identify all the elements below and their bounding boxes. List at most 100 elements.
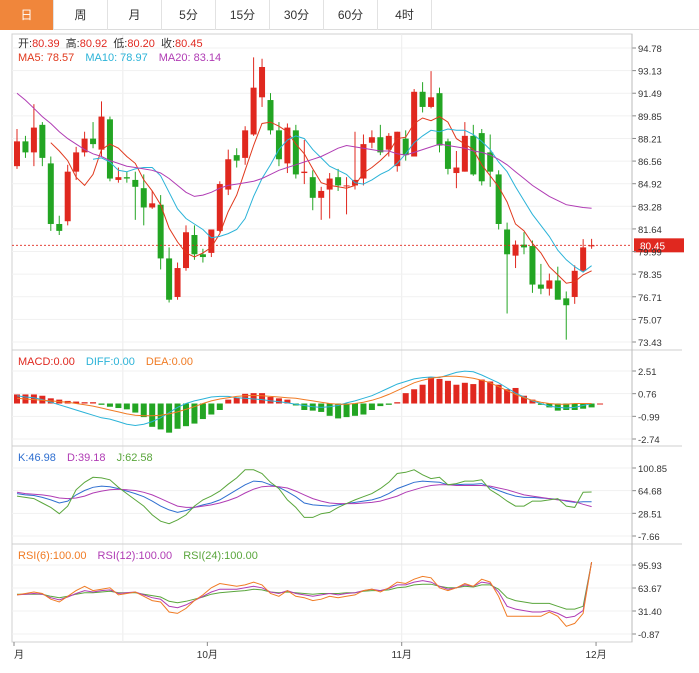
- candle-body: [385, 135, 392, 150]
- macd-bar: [140, 403, 147, 418]
- candle-body: [191, 235, 198, 255]
- candle-body: [326, 178, 333, 190]
- candle-body: [140, 188, 147, 208]
- macd-bar: [478, 379, 485, 404]
- macd-bar: [157, 403, 164, 430]
- y-tick-label: 100.85: [638, 464, 667, 475]
- chart-marks: 80.45: [12, 57, 684, 627]
- candle-body: [216, 184, 223, 231]
- macd-bar: [225, 399, 232, 404]
- macd-bar: [183, 403, 189, 427]
- candle-body: [402, 138, 409, 156]
- candle-body: [81, 138, 88, 153]
- y-tick-label: 95.93: [638, 561, 662, 572]
- y-tick-label: 28.51: [638, 509, 662, 520]
- macd-bar: [360, 403, 367, 415]
- ohlc-legend: 开:80.39 高:80.92 低:80.20 收:80.45: [18, 36, 203, 50]
- candle-body: [64, 171, 71, 222]
- x-tick-label: 10月: [197, 649, 218, 661]
- candle-body: [588, 245, 595, 247]
- candle-body: [504, 229, 511, 255]
- candle-body: [250, 87, 257, 135]
- candle-body: [495, 174, 502, 224]
- macd-bar: [191, 403, 198, 424]
- macd-bar: [571, 403, 578, 410]
- macd-bar: [436, 378, 443, 404]
- candle-body: [292, 130, 299, 175]
- macd-bar: [461, 382, 468, 404]
- tab-3[interactable]: 5分: [162, 0, 216, 30]
- macd-bar: [98, 403, 105, 405]
- y-tick-label: 86.56: [638, 157, 662, 168]
- x-tick-label: 月: [14, 649, 24, 661]
- macd-bar: [521, 395, 527, 404]
- kline-chart: 80.45 94.78 93.13 91.49 89.85 88.21 86.56 84.9…: [11, 33, 684, 661]
- macd-bar: [250, 393, 257, 404]
- candle-body: [343, 185, 350, 187]
- macd-bar: [487, 381, 494, 404]
- candle-body: [521, 244, 527, 248]
- candle-body: [428, 97, 435, 107]
- candle-body: [436, 93, 443, 146]
- period-tabs: 日周月 5分 15分 30分 60分 4时: [0, 0, 699, 30]
- candle-body: [208, 229, 215, 253]
- tab-2[interactable]: 月: [108, 0, 162, 30]
- candle-body: [444, 141, 451, 169]
- tab-5[interactable]: 30分: [270, 0, 324, 30]
- macd-bar: [580, 403, 587, 409]
- macd-legend: MACD:0.00 DIFF:0.00 DEA:0.00: [18, 356, 193, 368]
- candle-body: [318, 190, 325, 198]
- macd-bar: [453, 384, 460, 404]
- tab-1[interactable]: 周: [54, 0, 108, 30]
- macd-bar: [352, 403, 358, 416]
- macd-bar: [563, 403, 570, 410]
- macd-bar: [149, 403, 156, 427]
- macd-bar: [402, 393, 409, 404]
- candle-body: [461, 135, 468, 172]
- macd-bar: [267, 397, 274, 404]
- candle-body: [22, 141, 29, 153]
- rsi-legend: RSI(6):100.00 RSI(12):100.00 RSI(24):100…: [18, 550, 258, 562]
- candle-body: [546, 280, 553, 289]
- candle-body: [98, 116, 105, 150]
- tab-0[interactable]: 日: [0, 0, 54, 30]
- macd-bar: [106, 403, 113, 407]
- tab-4[interactable]: 15分: [216, 0, 270, 30]
- macd-bar: [123, 403, 130, 410]
- candle-body: [115, 177, 122, 180]
- macd-bar: [132, 403, 139, 413]
- tab-7[interactable]: 4时: [378, 0, 432, 30]
- macd-bar: [537, 403, 544, 405]
- candle-body: [225, 159, 232, 190]
- macd-bar: [470, 384, 477, 404]
- macd-bar: [199, 403, 206, 420]
- y-tick-label: 94.78: [638, 44, 662, 55]
- y-tick-label: -2.74: [638, 435, 660, 446]
- candle-body: [301, 171, 308, 174]
- macd-bar: [343, 403, 350, 418]
- y-tick-label: -0.99: [638, 412, 660, 423]
- kdj-legend: K:46.98 D:39.18 J:62.58: [18, 452, 153, 464]
- macd-bar: [428, 377, 435, 404]
- y-tick-label: 76.71: [638, 293, 662, 304]
- y-axis: 94.78 93.13 91.49 89.85 88.21 86.56 84.92 83.28…: [631, 34, 667, 642]
- y-tick-label: 31.40: [638, 607, 662, 618]
- candle-body: [377, 137, 384, 153]
- candle-body: [174, 268, 181, 297]
- y-tick-label: -0.87: [638, 630, 660, 641]
- candle-body: [90, 138, 97, 145]
- candle-body: [39, 124, 46, 158]
- macd-bar: [259, 393, 266, 404]
- tab-6[interactable]: 60分: [324, 0, 378, 30]
- candle-body: [571, 270, 578, 297]
- candle-body: [73, 152, 80, 172]
- y-tick-label: 89.85: [638, 112, 662, 123]
- macd-bar: [512, 387, 519, 404]
- candle-body: [529, 246, 536, 285]
- macd-bar: [546, 403, 553, 408]
- macd-bar: [90, 402, 97, 404]
- candle-body: [563, 298, 570, 306]
- candle-body: [233, 155, 240, 161]
- ma10-line: [92, 128, 592, 273]
- rsi24-line: [17, 562, 593, 610]
